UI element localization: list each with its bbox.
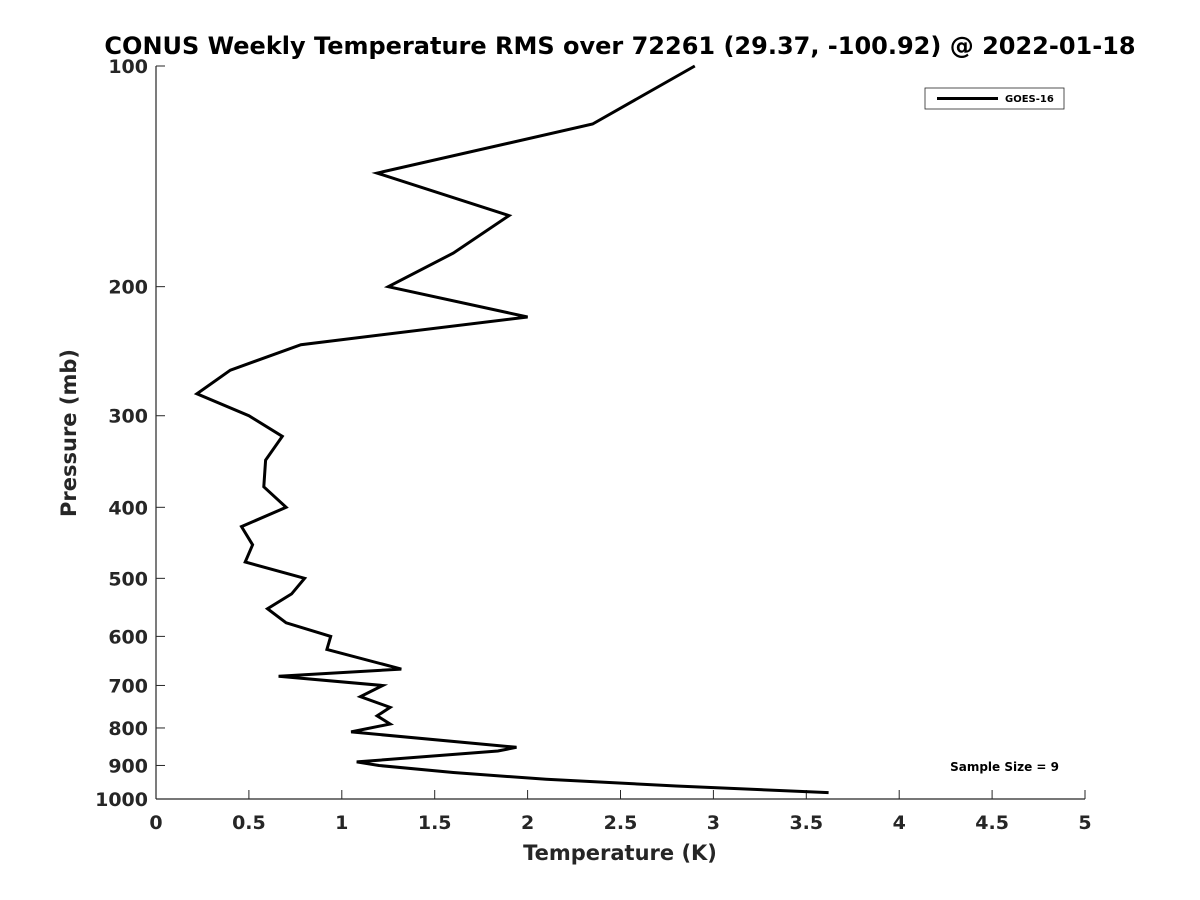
y-tick-label: 700: [108, 675, 148, 697]
y-tick-label: 900: [108, 755, 148, 777]
y-tick-label: 100: [108, 56, 148, 78]
series-line-goes-16: [193, 64, 829, 795]
series-layer: [193, 64, 829, 795]
y-tick-label: 600: [108, 626, 148, 648]
x-tick-label: 1.5: [418, 812, 452, 834]
x-tick-label: 3: [707, 812, 720, 834]
x-axis-label: Temperature (K): [523, 841, 717, 865]
y-tick-label: 500: [108, 568, 148, 590]
plot-area: 0 0.5 1 1.5 2 2.5 3 3.5 4 4.5 5 100 200 300 400 500 600…: [95, 56, 1092, 834]
y-tick-label: 300: [108, 406, 148, 428]
x-tick-label: 5: [1078, 812, 1091, 834]
y-tick-label: 1000: [95, 789, 148, 811]
chart-title: CONUS Weekly Temperature RMS over 72261 …: [104, 32, 1135, 60]
x-tick-label: 0.5: [232, 812, 266, 834]
y-tick-label: 400: [108, 497, 148, 519]
x-tick-label: 2.5: [604, 812, 638, 834]
x-tick-label: 2: [521, 812, 534, 834]
legend-label-goes-16: GOES-16: [1005, 94, 1054, 105]
sample-size-annotation: Sample Size = 9: [950, 760, 1059, 774]
y-axis-ticks: 100 200 300 400 500 600 700 800 900 1000: [95, 56, 165, 811]
y-axis-label: Pressure (mb): [57, 349, 81, 517]
legend: GOES-16: [924, 87, 1065, 110]
y-tick-label: 800: [108, 718, 148, 740]
x-axis-ticks: 0 0.5 1 1.5 2 2.5 3 3.5 4 4.5 5: [149, 790, 1092, 834]
x-tick-label: 1: [335, 812, 348, 834]
y-tick-label: 200: [108, 277, 148, 299]
x-tick-label: 4: [893, 812, 906, 834]
x-tick-label: 4.5: [975, 812, 1009, 834]
x-tick-label: 0: [149, 812, 162, 834]
x-tick-label: 3.5: [789, 812, 823, 834]
